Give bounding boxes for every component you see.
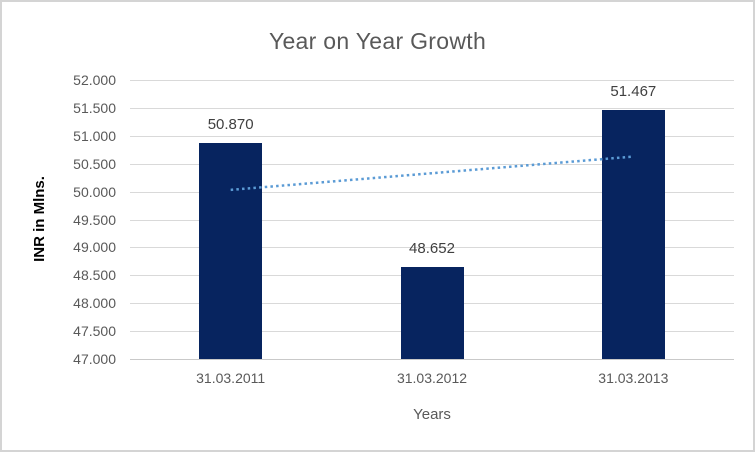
bar bbox=[601, 109, 665, 359]
gridline bbox=[130, 192, 734, 193]
gridline bbox=[130, 247, 734, 248]
x-tick-label: 31.03.2013 bbox=[598, 370, 669, 386]
y-tick-label: 49.000 bbox=[73, 239, 116, 255]
gridline bbox=[130, 136, 734, 137]
bar-value-label: 50.870 bbox=[207, 116, 254, 134]
x-tick-label: 31.03.2011 bbox=[196, 370, 266, 386]
y-tick-label: 48.500 bbox=[73, 267, 116, 283]
y-tick-label: 51.000 bbox=[73, 128, 116, 144]
y-tick-label: 47.500 bbox=[73, 323, 116, 339]
y-tick-label: 50.000 bbox=[73, 184, 116, 200]
y-tick-label: 50.500 bbox=[73, 156, 116, 172]
chart-title: Year on Year Growth bbox=[268, 28, 487, 54]
gridline bbox=[130, 220, 734, 221]
x-axis-line bbox=[130, 359, 734, 360]
bar bbox=[199, 143, 263, 359]
bar-value-label: 51.467 bbox=[610, 82, 657, 100]
x-axis-title: Years bbox=[413, 406, 451, 423]
y-tick-label: 51.500 bbox=[73, 100, 116, 116]
gridline bbox=[130, 108, 734, 109]
bar bbox=[400, 266, 464, 359]
y-tick-label: 49.500 bbox=[73, 212, 116, 228]
bar-value-label: 48.652 bbox=[409, 239, 455, 257]
gridline bbox=[130, 164, 734, 165]
trendline bbox=[230, 155, 634, 192]
x-tick-label: 31.03.2012 bbox=[396, 370, 468, 386]
y-tick-label: 48.000 bbox=[73, 295, 116, 311]
y-tick-label: 52.000 bbox=[73, 72, 116, 88]
plot-area bbox=[130, 80, 734, 360]
gridline bbox=[130, 80, 734, 81]
y-tick-label: 47.000 bbox=[73, 351, 116, 367]
